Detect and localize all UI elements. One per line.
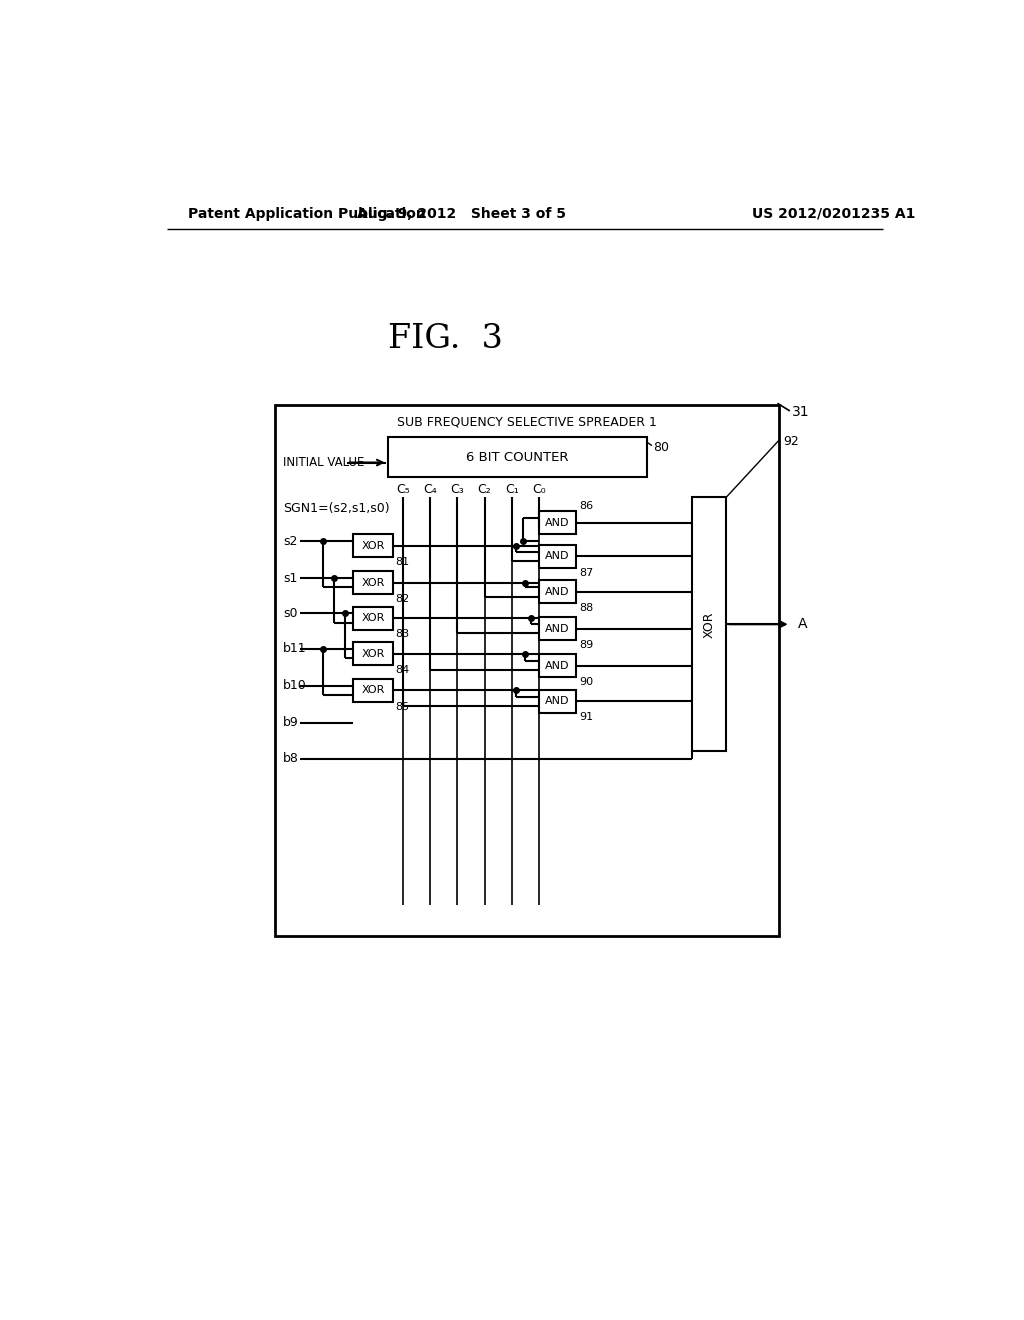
Text: XOR: XOR: [361, 541, 385, 550]
Text: SUB FREQUENCY SELECTIVE SPREADER 1: SUB FREQUENCY SELECTIVE SPREADER 1: [397, 416, 657, 428]
Bar: [539, 581, 575, 603]
Bar: [388, 437, 647, 478]
Text: Aug. 9, 2012   Sheet 3 of 5: Aug. 9, 2012 Sheet 3 of 5: [356, 207, 565, 220]
Text: 86: 86: [579, 502, 593, 511]
Text: 84: 84: [395, 665, 410, 675]
Bar: [352, 678, 393, 702]
Text: b9: b9: [283, 717, 299, 730]
Text: s1: s1: [283, 572, 297, 585]
Text: AND: AND: [545, 587, 569, 597]
Bar: [352, 572, 393, 594]
Bar: [539, 511, 575, 535]
Bar: [352, 535, 393, 557]
Text: 88: 88: [579, 603, 593, 612]
Text: 6 BIT COUNTER: 6 BIT COUNTER: [466, 450, 568, 463]
Text: 87: 87: [579, 568, 593, 578]
Text: s2: s2: [283, 535, 297, 548]
Text: XOR: XOR: [702, 611, 716, 638]
Text: FIG.  3: FIG. 3: [388, 323, 503, 355]
Bar: [352, 642, 393, 665]
Text: C₃: C₃: [451, 483, 464, 496]
Bar: [275, 405, 779, 936]
Text: b11: b11: [283, 643, 306, 656]
Text: XOR: XOR: [361, 685, 385, 696]
Text: C₅: C₅: [396, 483, 410, 496]
Text: b10: b10: [283, 680, 307, 693]
Text: XOR: XOR: [361, 648, 385, 659]
Text: 82: 82: [395, 594, 410, 603]
Text: SGN1=(s2,s1,s0): SGN1=(s2,s1,s0): [283, 502, 389, 515]
Text: 31: 31: [793, 405, 810, 420]
Text: Patent Application Publication: Patent Application Publication: [188, 207, 426, 220]
Text: 83: 83: [395, 630, 410, 639]
Text: 91: 91: [579, 713, 593, 722]
Text: 85: 85: [395, 702, 410, 711]
Text: b8: b8: [283, 752, 299, 766]
Text: 92: 92: [783, 436, 799, 449]
Text: AND: AND: [545, 624, 569, 634]
Bar: [539, 618, 575, 640]
Text: INITIAL VALUE: INITIAL VALUE: [283, 455, 365, 469]
Text: C₂: C₂: [477, 483, 492, 496]
Text: 81: 81: [395, 557, 410, 566]
Bar: [539, 655, 575, 677]
Text: AND: AND: [545, 661, 569, 671]
Text: AND: AND: [545, 517, 569, 528]
Bar: [539, 689, 575, 713]
Text: 80: 80: [653, 441, 670, 454]
Text: C₄: C₄: [423, 483, 437, 496]
Text: XOR: XOR: [361, 612, 385, 623]
Text: 89: 89: [579, 640, 593, 649]
Text: s0: s0: [283, 607, 298, 620]
Text: C₀: C₀: [531, 483, 546, 496]
Text: AND: AND: [545, 696, 569, 706]
Text: 90: 90: [579, 677, 593, 686]
Text: A: A: [799, 618, 808, 631]
Bar: [692, 498, 726, 751]
Text: XOR: XOR: [361, 578, 385, 587]
Text: C₁: C₁: [505, 483, 518, 496]
Text: US 2012/0201235 A1: US 2012/0201235 A1: [752, 207, 914, 220]
Bar: [352, 607, 393, 630]
Text: AND: AND: [545, 552, 569, 561]
Bar: [539, 545, 575, 568]
